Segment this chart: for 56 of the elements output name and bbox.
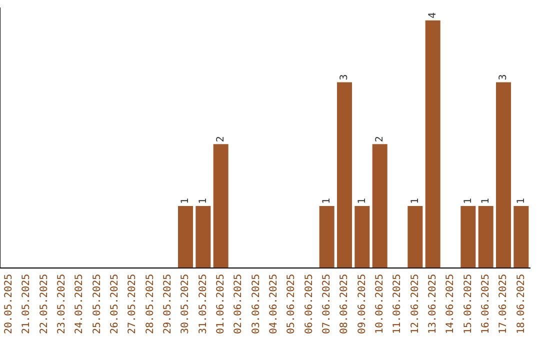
x-tick-label: 09.06.2025 [356, 274, 368, 334]
bar [425, 20, 440, 268]
data-label: 3 [498, 74, 510, 80]
data-label: 4 [427, 12, 438, 18]
bar [178, 206, 194, 268]
x-tick-label: 16.06.2025 [480, 274, 492, 334]
bar [372, 144, 388, 268]
x-tick-label: 26.05.2025 [109, 274, 120, 334]
x-tick-label: 05.06.2025 [286, 274, 298, 334]
x-tick-label: 11.06.2025 [392, 274, 404, 334]
data-label: 3 [339, 74, 350, 80]
x-tick-label: 06.06.2025 [304, 274, 315, 334]
data-label: 2 [215, 136, 226, 142]
x-tick-label: 22.05.2025 [38, 274, 50, 334]
x-tick-label: 15.06.2025 [462, 274, 474, 334]
x-tick-label: 07.06.2025 [321, 274, 332, 334]
x-tick-label: 20.05.2025 [3, 274, 14, 334]
bar [354, 206, 370, 268]
x-tick-label: 31.05.2025 [198, 274, 209, 334]
data-label: 1 [180, 198, 192, 204]
x-tick-label: 21.05.2025 [21, 274, 32, 334]
bar [478, 206, 494, 268]
bar [460, 206, 476, 268]
x-tick-label: 10.06.2025 [374, 274, 386, 334]
data-label: 2 [374, 136, 386, 142]
x-tick-label: 23.05.2025 [56, 274, 68, 334]
bar [408, 206, 423, 268]
data-label: 1 [321, 198, 332, 204]
data-label: 1 [480, 198, 492, 204]
x-tick-label: 29.05.2025 [162, 274, 174, 334]
data-label: 1 [516, 198, 527, 204]
bar [514, 206, 529, 268]
x-tick-label: 01.06.2025 [215, 274, 226, 334]
x-tick-label: 08.06.2025 [339, 274, 350, 334]
x-tick-label: 17.06.2025 [498, 274, 510, 334]
x-tick-label: 14.06.2025 [445, 274, 456, 334]
bar [496, 82, 512, 268]
x-tick-label: 24.05.2025 [74, 274, 86, 334]
x-tick-label: 18.06.2025 [516, 274, 527, 334]
bar [336, 82, 352, 268]
data-label: 1 [198, 198, 209, 204]
x-tick-label: 13.06.2025 [427, 274, 438, 334]
x-tick-label: 25.05.2025 [92, 274, 103, 334]
data-label: 1 [410, 198, 421, 204]
x-tick-label: 27.05.2025 [127, 274, 138, 334]
data-label: 1 [462, 198, 474, 204]
x-tick-label: 30.05.2025 [180, 274, 192, 334]
bar [213, 144, 228, 268]
x-tick-label: 03.06.2025 [250, 274, 262, 334]
x-tick-label: 02.06.2025 [233, 274, 244, 334]
x-tick-label: 04.06.2025 [268, 274, 280, 334]
bar [319, 206, 334, 268]
bar [196, 206, 211, 268]
data-label: 1 [356, 198, 368, 204]
x-tick-label: 28.05.2025 [144, 274, 156, 334]
x-tick-label: 12.06.2025 [410, 274, 421, 334]
